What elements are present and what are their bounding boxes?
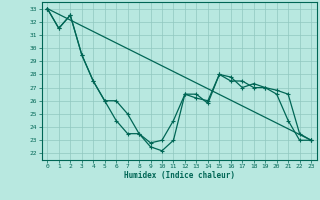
X-axis label: Humidex (Indice chaleur): Humidex (Indice chaleur) [124, 171, 235, 180]
